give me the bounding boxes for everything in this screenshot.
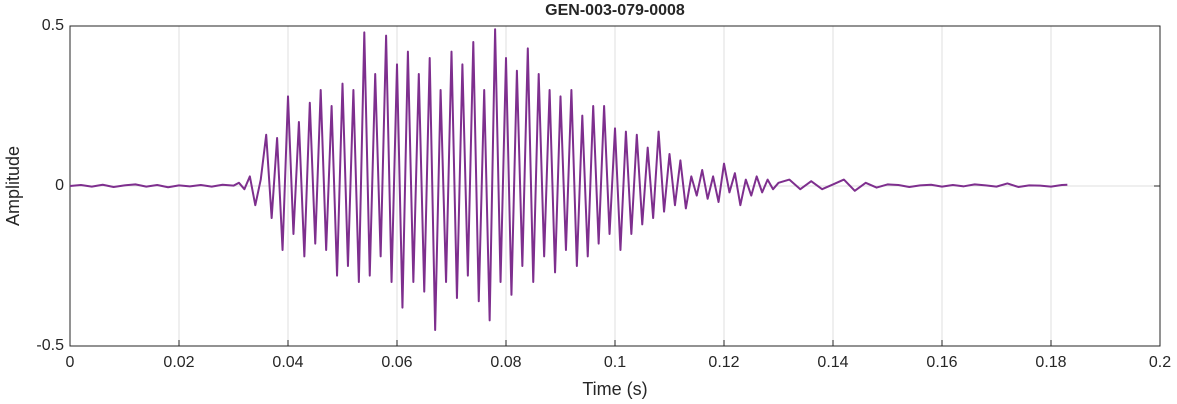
x-tick-label: 0.06 xyxy=(381,354,412,371)
y-axis-label: Amplitude xyxy=(3,146,23,226)
x-tick-label: 0.02 xyxy=(163,354,194,371)
x-tick-label: 0.16 xyxy=(926,354,957,371)
x-tick-label: 0.12 xyxy=(708,354,739,371)
x-tick-label: 0.14 xyxy=(817,354,848,371)
x-tick-label: 0.18 xyxy=(1035,354,1066,371)
y-tick-label: 0.5 xyxy=(42,17,64,34)
x-tick-label: 0.1 xyxy=(604,354,626,371)
waveform-line xyxy=(69,28,1068,331)
x-axis-label: Time (s) xyxy=(582,379,647,399)
y-tick-label: 0 xyxy=(55,177,64,194)
x-tick-label: 0 xyxy=(66,354,75,371)
chart-title: GEN-003-079-0008 xyxy=(545,2,685,19)
x-tick-label: 0.2 xyxy=(1149,354,1171,371)
x-tick-label: 0.08 xyxy=(490,354,521,371)
x-tick-label: 0.04 xyxy=(272,354,303,371)
y-tick-label: -0.5 xyxy=(36,337,64,354)
